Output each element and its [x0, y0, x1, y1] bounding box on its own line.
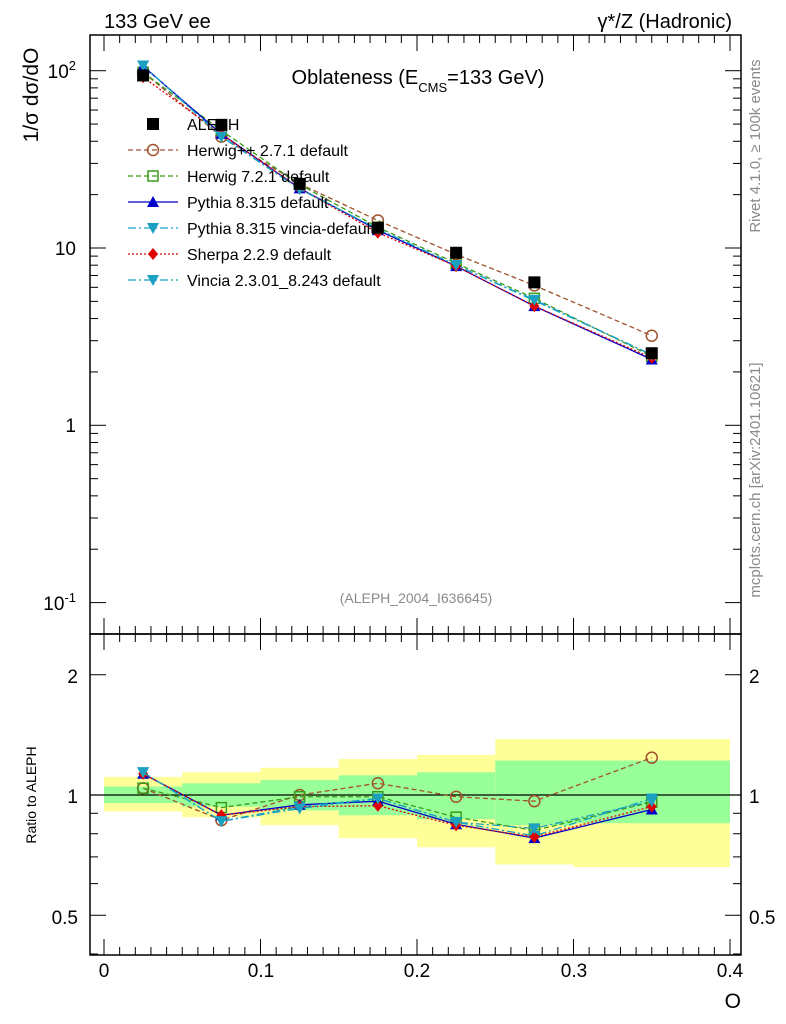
legend-label-vincia: Vincia 2.3.01_8.243 default — [187, 273, 381, 290]
ratio-plot-series — [136, 751, 658, 844]
main-point-vincia — [137, 60, 150, 72]
main-point-data — [215, 118, 228, 131]
main-point-data — [371, 221, 384, 234]
main-point-vincia — [450, 260, 463, 272]
main-point-data — [293, 177, 306, 190]
legend-marker-vincia — [147, 275, 159, 286]
legend: ALEPH Herwig++ 2.7.1 default Herwig 7.2.1 … — [128, 117, 381, 290]
ratio-ytick-label-right-0.5: 0.5 — [749, 908, 775, 929]
ratio-point-vincia — [645, 796, 658, 808]
main-point-data — [450, 246, 463, 259]
mcplots-label: mcplots.cern.ch [arXiv:2401.10621] — [747, 362, 764, 597]
legend-marker-herwigpp — [146, 143, 160, 157]
ratio-point-herwigpp — [645, 751, 658, 764]
ytick-label-100: 102 — [48, 58, 76, 83]
ratio-point-vincia — [528, 823, 541, 835]
ratio-ylabel: Ratio to ALEPH — [23, 746, 39, 843]
legend-marker-herwig7 — [147, 170, 159, 182]
main-line-herwig7 — [142, 71, 653, 357]
ratio-point-vincia — [215, 816, 228, 828]
ratio-ytick-label-right-1: 1 — [749, 787, 760, 808]
xtick-label-0.3: 0.3 — [561, 961, 587, 982]
ratio-point-herwig7 — [137, 782, 149, 794]
band-green-bin — [417, 772, 496, 820]
legend-label-herwig7: Herwig 7.2.1 default — [187, 169, 330, 186]
ytick-label-0.1: 10-1 — [43, 590, 76, 615]
legend-marker-pythia — [147, 196, 159, 207]
xtick-label-0.2: 0.2 — [404, 961, 430, 982]
main-point-data — [645, 347, 658, 360]
ratio-point-sherpa — [529, 830, 540, 843]
main-point-sherpa — [529, 300, 540, 313]
ratio-point-vincia — [450, 817, 463, 829]
legend-marker-vincia_default — [147, 223, 159, 234]
ratio-plot-frame — [89, 633, 742, 956]
xtick-label-0: 0 — [99, 961, 110, 982]
ratio-ytick-label-right-2: 2 — [749, 667, 760, 688]
legend-label-vincia_default: Pythia 8.315 vincia-default — [187, 221, 375, 238]
rivet-label: Rivet 4.1.0, ≥ 100k events — [747, 59, 764, 232]
ratio-point-sherpa — [372, 799, 383, 812]
header-left: 133 GeV ee — [104, 11, 211, 33]
main-line-pythia — [142, 65, 653, 361]
ratio-point-herwigpp — [371, 777, 385, 790]
xtick-label-0.4: 0.4 — [717, 961, 744, 982]
ratio-uncertainty-bands — [90, 739, 741, 868]
ytick-label-1: 1 — [65, 416, 76, 437]
ratio-point-herwigpp — [528, 794, 541, 808]
legend-marker-data — [147, 118, 159, 130]
band-green-bin — [495, 760, 574, 826]
ratio-point-vincia — [293, 803, 306, 815]
legend-marker-sherpa — [148, 248, 158, 260]
legend-label-data: ALEPH — [187, 117, 239, 134]
main-point-data — [137, 69, 150, 82]
main-point-data — [528, 276, 541, 289]
main-title: Oblateness (ECMS=133 GeV) — [292, 67, 545, 95]
axis-ticks — [90, 35, 741, 955]
ratio-ytick-label-2: 2 — [67, 667, 78, 688]
main-ylabel: 1/σ dσ/dO — [20, 48, 43, 143]
analysis-watermark: (ALEPH_2004_I636645) — [340, 590, 493, 606]
ratio-point-vincia — [137, 767, 150, 779]
ratio-point-vincia — [371, 793, 384, 805]
main-point-vincia — [528, 294, 541, 306]
main-plot-series — [136, 60, 658, 365]
ratio-ytick-label-1: 1 — [67, 787, 78, 808]
ratio-ytick-label-0.5: 0.5 — [52, 908, 78, 929]
legend-label-pythia: Pythia 8.315 default — [187, 195, 329, 212]
ratio-line-herwig7 — [142, 787, 652, 832]
ytick-label-10: 10 — [55, 239, 76, 260]
ratio-point-herwigpp — [449, 790, 463, 803]
xlabel: O — [725, 990, 741, 1013]
xtick-label-0.1: 0.1 — [248, 961, 274, 982]
legend-label-herwigpp: Herwig++ 2.7.1 default — [187, 143, 349, 160]
legend-label-sherpa: Sherpa 2.2.9 default — [187, 247, 332, 264]
header-right: γ*/Z (Hadronic) — [598, 11, 732, 33]
main-point-herwigpp — [645, 329, 658, 342]
main-point-vincia — [215, 131, 228, 143]
